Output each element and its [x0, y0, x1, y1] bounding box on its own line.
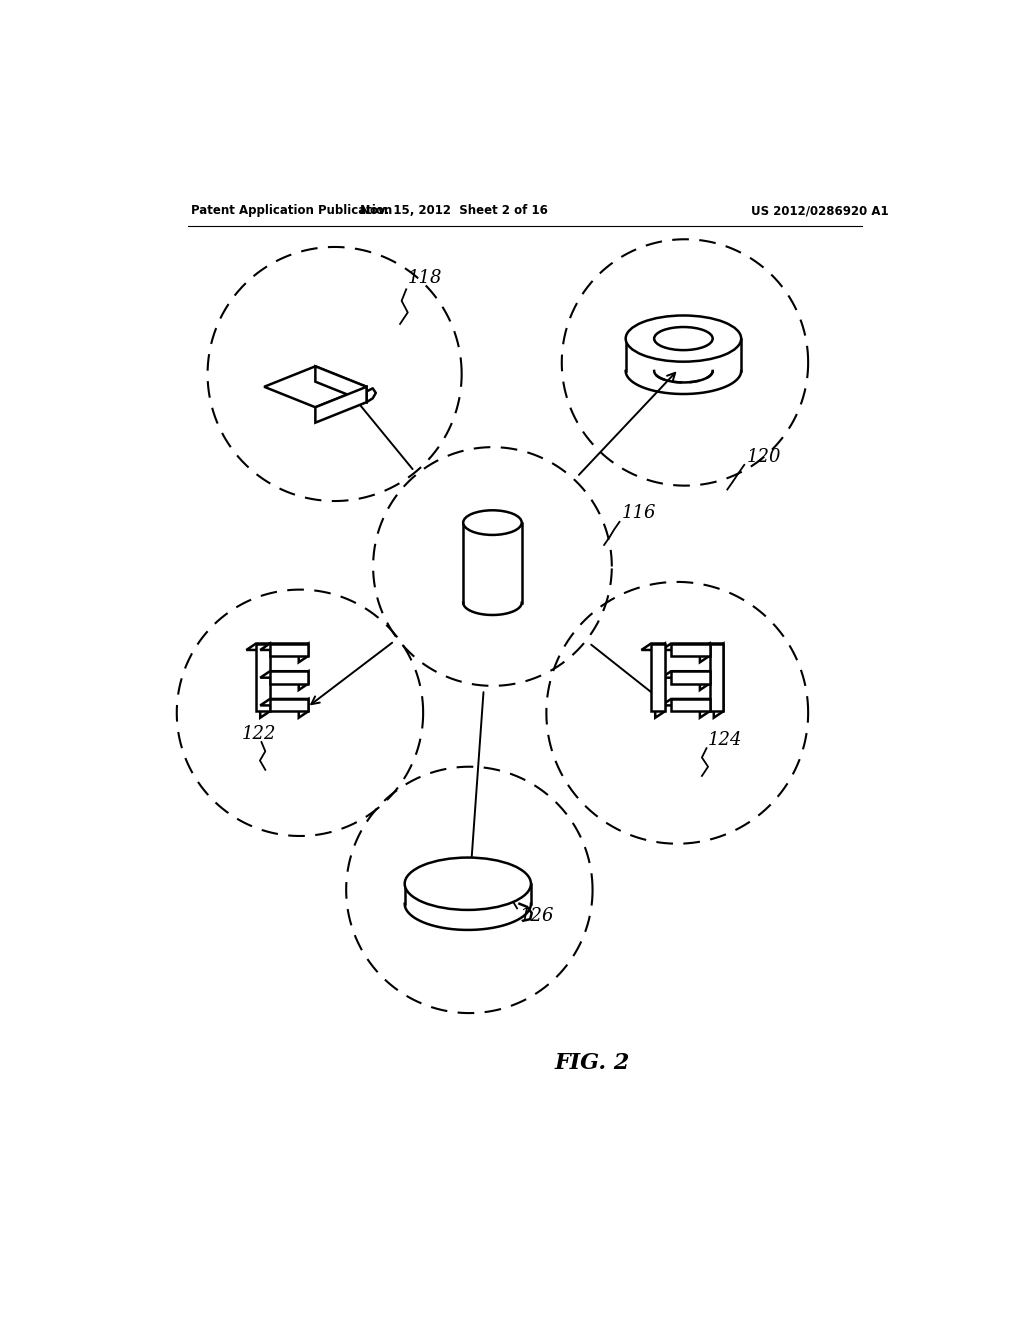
Polygon shape	[662, 644, 710, 649]
Ellipse shape	[626, 315, 741, 362]
Polygon shape	[264, 367, 367, 408]
Ellipse shape	[654, 327, 713, 350]
Polygon shape	[699, 671, 710, 690]
Polygon shape	[315, 387, 367, 422]
Ellipse shape	[404, 858, 531, 909]
Text: FIG. 2: FIG. 2	[555, 1052, 630, 1074]
Text: Nov. 15, 2012  Sheet 2 of 16: Nov. 15, 2012 Sheet 2 of 16	[360, 205, 548, 218]
Ellipse shape	[463, 511, 521, 535]
Text: 124: 124	[708, 731, 742, 748]
Polygon shape	[641, 644, 665, 649]
Polygon shape	[671, 700, 710, 711]
Polygon shape	[260, 644, 270, 718]
Polygon shape	[714, 644, 724, 718]
Polygon shape	[699, 644, 710, 663]
Polygon shape	[699, 644, 724, 649]
Polygon shape	[270, 700, 308, 711]
Polygon shape	[662, 700, 710, 705]
Polygon shape	[662, 671, 710, 677]
Polygon shape	[315, 367, 367, 403]
Text: Patent Application Publication: Patent Application Publication	[190, 205, 392, 218]
Text: 126: 126	[519, 907, 554, 925]
Polygon shape	[299, 671, 308, 690]
Text: 120: 120	[746, 449, 781, 466]
Text: 122: 122	[243, 726, 276, 743]
Polygon shape	[247, 644, 270, 649]
Polygon shape	[671, 644, 710, 656]
Polygon shape	[699, 700, 710, 718]
Text: US 2012/0286920 A1: US 2012/0286920 A1	[751, 205, 889, 218]
Polygon shape	[260, 671, 308, 677]
Polygon shape	[260, 700, 308, 705]
Text: 118: 118	[408, 269, 442, 286]
Polygon shape	[671, 671, 710, 684]
Polygon shape	[270, 671, 308, 684]
Polygon shape	[256, 644, 270, 711]
Polygon shape	[270, 644, 308, 656]
Polygon shape	[299, 700, 308, 718]
Polygon shape	[655, 644, 665, 718]
Polygon shape	[651, 644, 665, 711]
Text: 116: 116	[622, 504, 656, 521]
Polygon shape	[260, 644, 308, 649]
Polygon shape	[710, 644, 724, 711]
Polygon shape	[299, 644, 308, 663]
